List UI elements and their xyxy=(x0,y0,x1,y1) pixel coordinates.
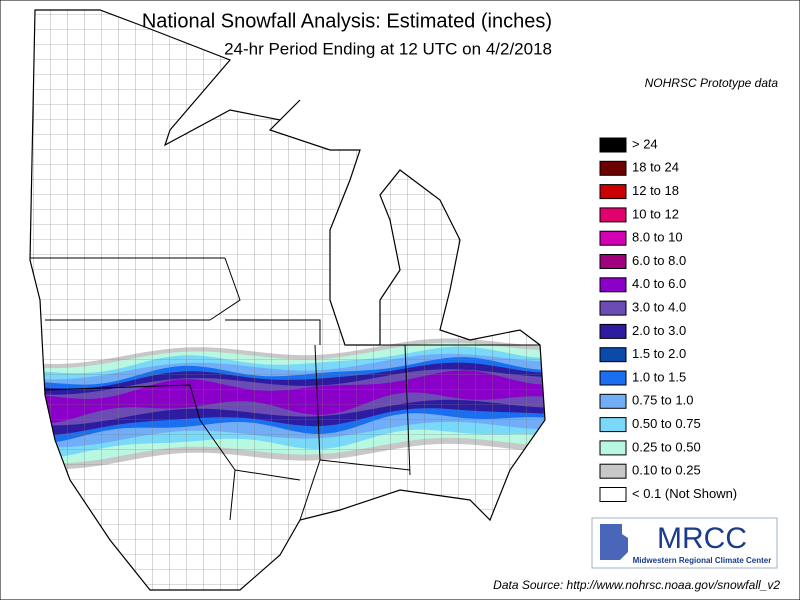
legend-swatch xyxy=(599,347,627,363)
legend-swatch xyxy=(599,393,627,409)
legend-swatch xyxy=(599,300,627,316)
legend-swatch xyxy=(599,417,627,433)
legend-label: 0.50 to 0.75 xyxy=(632,416,701,431)
data-source: Data Source: http://www.nohrsc.noaa.gov/… xyxy=(493,578,780,592)
legend-swatch xyxy=(599,370,627,386)
legend-label: 1.0 to 1.5 xyxy=(632,369,686,384)
legend-swatch xyxy=(599,487,627,502)
legend-label: 2.0 to 3.0 xyxy=(632,323,686,338)
legend-swatch xyxy=(599,184,627,200)
legend-swatch xyxy=(599,463,627,479)
legend-label: 12 to 18 xyxy=(632,183,679,198)
subtitle: 24-hr Period Ending at 12 UTC on 4/2/201… xyxy=(224,39,552,58)
legend-label: 0.10 to 0.25 xyxy=(632,463,701,478)
legend-label: 8.0 to 10 xyxy=(632,230,683,245)
legend-swatch xyxy=(599,207,627,223)
state-borders xyxy=(30,257,540,521)
legend-label: 10 to 12 xyxy=(632,206,679,221)
legend-swatch xyxy=(599,254,627,269)
legend-swatch xyxy=(599,323,627,339)
legend-swatch xyxy=(599,277,627,293)
note: NOHRSC Prototype data xyxy=(645,76,779,90)
legend-label: 6.0 to 8.0 xyxy=(632,253,686,268)
logo-full-name: Midwestern Regional Climate Center xyxy=(633,556,772,565)
legend: > 24 18 to 24 12 to 18 10 to 12 8.0 to 10 6.0… xyxy=(599,136,737,502)
legend-label: 0.25 to 0.50 xyxy=(632,439,701,454)
legend-label: 0.75 to 1.0 xyxy=(632,393,693,408)
legend-label: 18 to 24 xyxy=(632,160,679,175)
legend-swatch xyxy=(599,160,627,176)
legend-swatch xyxy=(599,230,627,246)
legend-label: 4.0 to 6.0 xyxy=(632,276,686,291)
logo: MRCC Midwestern Regional Climate Center xyxy=(591,517,778,569)
legend-label: 1.5 to 2.0 xyxy=(632,346,686,361)
logo-icon xyxy=(600,524,628,560)
legend-label: > 24 xyxy=(632,136,658,151)
legend-label: 3.0 to 4.0 xyxy=(632,300,686,315)
legend-label: < 0.1 (Not Shown) xyxy=(632,486,737,501)
legend-swatch xyxy=(599,137,627,153)
legend-swatch xyxy=(599,440,627,456)
logo-name: MRCC xyxy=(657,522,747,555)
title: National Snowfall Analysis: Estimated (i… xyxy=(142,10,552,32)
